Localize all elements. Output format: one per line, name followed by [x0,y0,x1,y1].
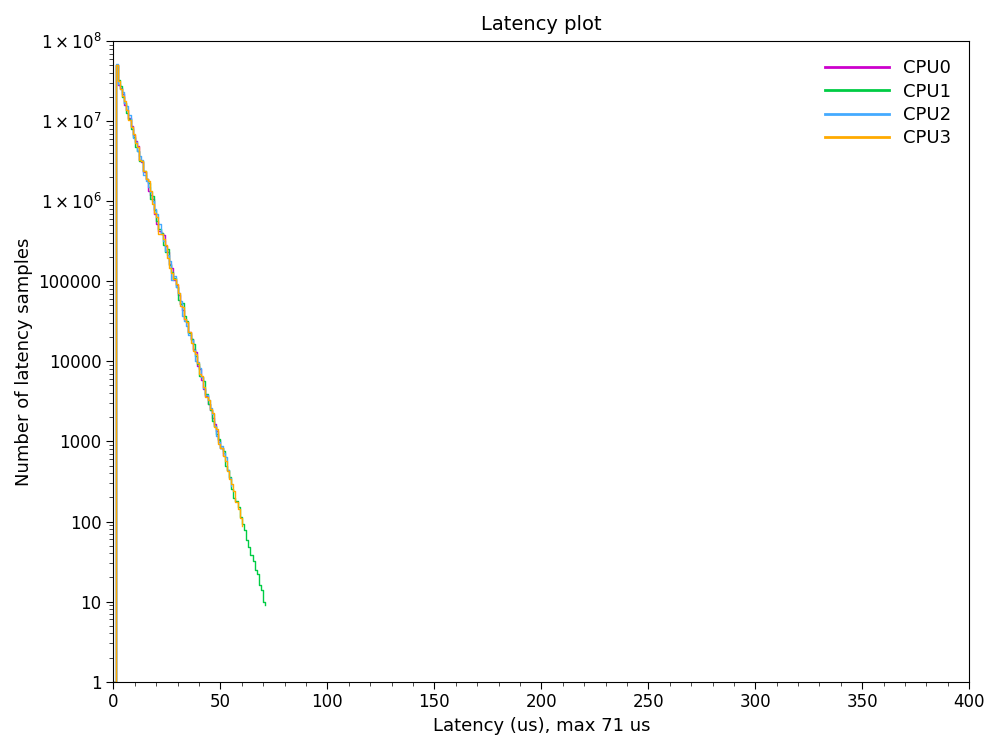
CPU0 [148,209,160,218]
CPU3 [107,677,119,686]
CPU2 [182,331,194,340]
CPU0 [210,426,222,435]
CPU3 [178,314,190,323]
CPU1 [195,373,207,382]
CPU0 [180,317,192,326]
CPU2 [187,345,199,354]
Legend: CPU0, CPU1, CPU2, CPU3: CPU0, CPU1, CPU2, CPU3 [816,50,960,157]
CPU3 [135,157,147,166]
CPU3 [140,174,152,183]
Y-axis label: Number of latency samples: Number of latency samples [15,237,33,485]
CPU1 [110,61,122,70]
CPU1 [259,601,271,610]
Title: Latency plot: Latency plot [481,15,602,34]
Line: CPU0: CPU0 [113,64,223,682]
Line: CPU1: CPU1 [113,65,265,682]
CPU1 [131,147,143,156]
CPU2 [176,312,188,321]
Line: CPU3: CPU3 [113,65,242,682]
X-axis label: Latency (us), max 71 us: Latency (us), max 71 us [433,717,650,735]
CPU2 [225,482,237,491]
CPU0 [161,248,173,256]
CPU3 [110,61,122,70]
CPU2 [112,80,124,88]
CPU0 [176,305,188,314]
CPU1 [212,435,224,444]
CPU2 [199,391,211,400]
CPU2 [107,677,119,686]
CPU3 [155,230,167,239]
CPU2 [152,220,164,229]
CPU0 [107,677,119,686]
CPU3 [236,522,248,531]
CPU3 [187,346,199,355]
CPU0 [110,60,122,69]
CPU0 [118,101,130,110]
CPU1 [206,416,218,425]
CPU2 [110,60,122,69]
CPU3 [221,467,233,476]
Line: CPU2: CPU2 [113,64,231,682]
CPU1 [146,191,158,200]
CPU0 [217,450,229,459]
CPU1 [161,244,173,254]
CPU1 [107,677,119,686]
